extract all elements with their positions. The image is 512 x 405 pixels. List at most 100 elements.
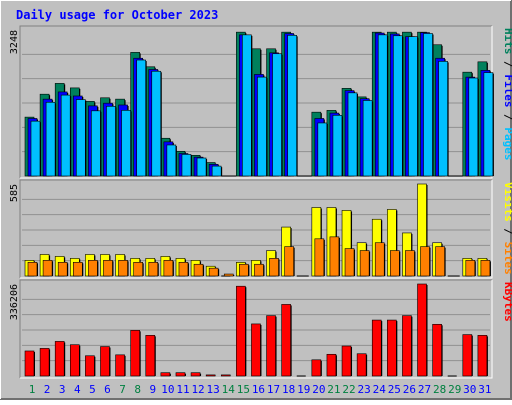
- bar-sites-day-6: [103, 260, 112, 276]
- panel-hits-files-pages: [20, 26, 494, 178]
- y-tick-label-max-visits-sites: 585: [9, 184, 20, 202]
- bar-sites-day-9: [149, 262, 158, 276]
- x-tick-label-day-4: 4: [74, 383, 81, 396]
- bar-kbytes-day-2: [40, 348, 49, 376]
- legend-visits-sites: Visits / Sites: [502, 182, 512, 275]
- bar-pages-day-21: [333, 115, 342, 176]
- bar-sites-day-5: [88, 260, 97, 276]
- bar-sites-day-11: [179, 262, 188, 276]
- bar-pages-day-9: [152, 71, 161, 176]
- bar-pages-day-3: [61, 95, 70, 176]
- bar-kbytes-day-24: [372, 320, 381, 376]
- legend-item-sites: Sites: [502, 242, 512, 275]
- bar-sites-day-14: [224, 274, 233, 276]
- bar-pages-day-1: [31, 121, 40, 176]
- bar-sites-day-8: [134, 262, 143, 276]
- bar-kbytes-day-1: [25, 351, 34, 376]
- bar-sites-day-4: [73, 262, 82, 276]
- bar-kbytes-day-13: [206, 375, 215, 376]
- bar-sites-day-21: [330, 237, 339, 276]
- bar-pages-day-31: [484, 73, 493, 176]
- bar-sites-day-16: [254, 264, 263, 276]
- x-tick-label-day-10: 10: [161, 383, 174, 396]
- bar-pages-day-13: [212, 166, 221, 176]
- bar-pages-day-18: [288, 35, 297, 176]
- bar-pages-day-12: [197, 158, 206, 176]
- bar-pages-day-30: [469, 78, 478, 176]
- x-tick-label-day-15: 15: [237, 383, 250, 396]
- bar-pages-day-23: [363, 100, 372, 176]
- bar-kbytes-day-22: [342, 346, 351, 376]
- bar-sites-day-26: [405, 251, 414, 276]
- bar-pages-day-24: [378, 35, 387, 176]
- x-tick-label-day-3: 3: [59, 383, 66, 396]
- x-tick-label-day-18: 18: [282, 383, 295, 396]
- x-tick-label-day-30: 30: [463, 383, 476, 396]
- legend-item-kbytes: KBytes: [502, 282, 512, 322]
- bar-kbytes-day-10: [161, 373, 170, 376]
- x-tick-label-day-13: 13: [207, 383, 220, 396]
- x-tick-label-day-6: 6: [104, 383, 111, 396]
- x-tick-label-day-14: 14: [222, 383, 236, 396]
- bar-sites-day-7: [119, 260, 128, 276]
- bar-kbytes-day-3: [55, 341, 64, 376]
- x-tick-label-day-16: 16: [252, 383, 265, 396]
- legend-separator: /: [502, 108, 512, 128]
- bar-pages-day-10: [167, 145, 176, 176]
- bar-kbytes-day-12: [191, 373, 200, 376]
- x-tick-label-day-17: 17: [267, 383, 280, 396]
- legend-item-files: Files: [502, 74, 512, 107]
- x-tick-label-day-25: 25: [388, 383, 401, 396]
- legend-item-visits: Visits: [502, 182, 512, 222]
- legend-separator: /: [502, 222, 512, 242]
- x-tick-label-day-7: 7: [119, 383, 126, 396]
- bar-kbytes-day-25: [387, 320, 396, 376]
- bar-pages-day-8: [137, 60, 146, 176]
- bar-pages-day-27: [424, 34, 433, 176]
- bar-sites-day-1: [28, 262, 37, 276]
- bar-sites-day-15: [239, 264, 248, 276]
- x-tick-label-day-1: 1: [29, 383, 36, 396]
- bar-kbytes-day-26: [402, 316, 411, 376]
- x-tick-label-day-20: 20: [312, 383, 325, 396]
- bar-pages-day-5: [91, 111, 100, 176]
- bar-sites-day-12: [194, 264, 203, 276]
- bar-sites-day-24: [375, 243, 384, 276]
- bar-kbytes-day-23: [357, 354, 366, 376]
- x-tick-label-day-31: 31: [478, 383, 491, 396]
- bar-kbytes-day-6: [100, 347, 109, 376]
- bar-sites-day-18: [285, 247, 294, 276]
- x-tick-label-day-23: 23: [358, 383, 371, 396]
- x-tick-label-day-21: 21: [327, 383, 340, 396]
- x-tick-label-day-19: 19: [297, 383, 310, 396]
- panel-visits-sites: [20, 180, 492, 278]
- bar-pages-day-26: [408, 37, 417, 176]
- x-tick-label-day-24: 24: [373, 383, 387, 396]
- bar-sites-day-22: [345, 249, 354, 276]
- y-tick-label-max-hits-files-pages: 3248: [9, 30, 20, 54]
- bar-kbytes-day-7: [116, 355, 125, 376]
- legend-hits-files-pages: Hits / Files / Pages: [502, 28, 512, 161]
- x-tick-label-day-26: 26: [403, 383, 416, 396]
- bar-pages-day-28: [439, 61, 448, 176]
- bar-sites-day-13: [209, 268, 218, 276]
- bar-kbytes-day-28: [433, 324, 442, 376]
- legend-item-pages: Pages: [502, 127, 512, 160]
- bar-kbytes-day-18: [282, 304, 291, 376]
- bar-pages-day-2: [46, 102, 55, 176]
- x-tick-label-day-8: 8: [134, 383, 141, 396]
- bar-sites-day-10: [164, 260, 173, 276]
- bar-pages-day-25: [393, 36, 402, 176]
- chart-title: Daily usage for October 2023: [16, 8, 218, 22]
- bar-kbytes-day-21: [327, 354, 336, 376]
- bar-kbytes-day-30: [463, 335, 472, 376]
- x-tick-label-day-28: 28: [433, 383, 446, 396]
- bar-kbytes-day-17: [267, 316, 276, 376]
- bar-sites-day-27: [421, 247, 430, 276]
- legend-item-hits: Hits: [502, 28, 512, 55]
- bar-kbytes-day-11: [176, 373, 185, 376]
- bar-pages-day-17: [273, 54, 282, 176]
- bar-pages-day-11: [182, 154, 191, 176]
